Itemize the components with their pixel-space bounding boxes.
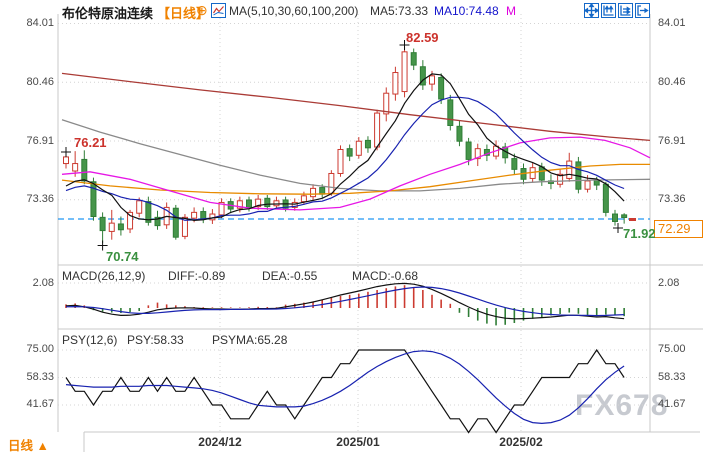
pane-expand-icon[interactable] (635, 3, 650, 18)
price-axis-left-84: 84.01 (26, 17, 54, 29)
price-axis-left-76: 76.91 (26, 135, 54, 147)
chart-type-icon[interactable] (211, 3, 226, 18)
psyma-value: PSYMA:65.28 (212, 333, 288, 347)
date-tick-dec: 2024/12 (198, 435, 242, 449)
zoom-in-axis-icon[interactable] (601, 3, 616, 18)
macd-axis-right: 2.08 (658, 277, 680, 289)
price-axis-right-84: 84.01 (658, 17, 686, 29)
macd-macd-value: MACD:-0.68 (352, 269, 419, 283)
ma10-value-label: MA10:74.48 (434, 4, 499, 18)
period-tag[interactable]: 【日线】 (157, 6, 210, 21)
collapse-icon[interactable]: ⊕ (196, 2, 208, 18)
psy-axis-left-41: 41.67 (26, 398, 54, 410)
price-axis-right-80: 80.46 (658, 76, 686, 88)
psy-value: PSY:58.33 (127, 333, 184, 347)
swing-high-label-2: 82.59 (406, 30, 439, 45)
ma5-value-label: MA5:73.33 (370, 4, 429, 18)
ma30-value-label-truncated: M (506, 4, 516, 18)
pan-crosshair-icon[interactable] (584, 3, 599, 18)
psy-indicator-name[interactable]: PSY(12,6) (62, 333, 118, 347)
watermark: FX678 (575, 389, 669, 422)
date-tick-feb: 2025/02 (499, 435, 543, 449)
price-axis-right-73: 73.36 (658, 193, 686, 205)
price-axis-right-76: 76.91 (658, 135, 686, 147)
macd-diff-value: DIFF:-0.89 (168, 269, 226, 283)
swing-low-label-2: 71.92 (623, 226, 656, 241)
psy-axis-right-41: 41.67 (658, 398, 686, 410)
swing-high-label-1: 76.21 (74, 135, 107, 150)
period-selector[interactable]: 日线 ▲ (8, 439, 49, 452)
macd-dea-value: DEA:-0.55 (262, 269, 318, 283)
psy-axis-right-58: 58.33 (658, 371, 686, 383)
macd-indicator-name[interactable]: MACD(26,12,9) (62, 269, 146, 283)
macd-axis-left: 2.08 (32, 277, 54, 289)
price-axis-left-80: 80.46 (26, 76, 54, 88)
psy-axis-right-75: 75.00 (658, 343, 686, 355)
zoom-out-axis-icon[interactable] (618, 3, 633, 18)
last-price-box: 72.29 (654, 220, 703, 238)
psy-axis-left-58: 58.33 (26, 371, 54, 383)
psy-axis-left-75: 75.00 (26, 343, 54, 355)
swing-low-label-1: 70.74 (106, 249, 139, 264)
ma-settings-label: MA(5,10,30,60,100,200) (229, 4, 359, 18)
instrument-title: 布伦特原油连续 (62, 6, 154, 21)
price-axis-left-73: 73.36 (26, 193, 54, 205)
date-tick-jan: 2025/01 (336, 435, 380, 449)
